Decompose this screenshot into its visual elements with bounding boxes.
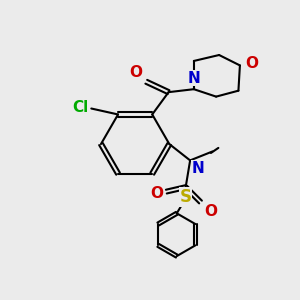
- Text: S: S: [180, 188, 192, 206]
- Text: O: O: [130, 65, 143, 80]
- Text: Cl: Cl: [72, 100, 88, 116]
- Text: N: N: [192, 161, 204, 176]
- Text: O: O: [150, 186, 163, 201]
- Text: O: O: [204, 203, 217, 218]
- Text: O: O: [245, 56, 258, 71]
- Text: N: N: [188, 70, 201, 86]
